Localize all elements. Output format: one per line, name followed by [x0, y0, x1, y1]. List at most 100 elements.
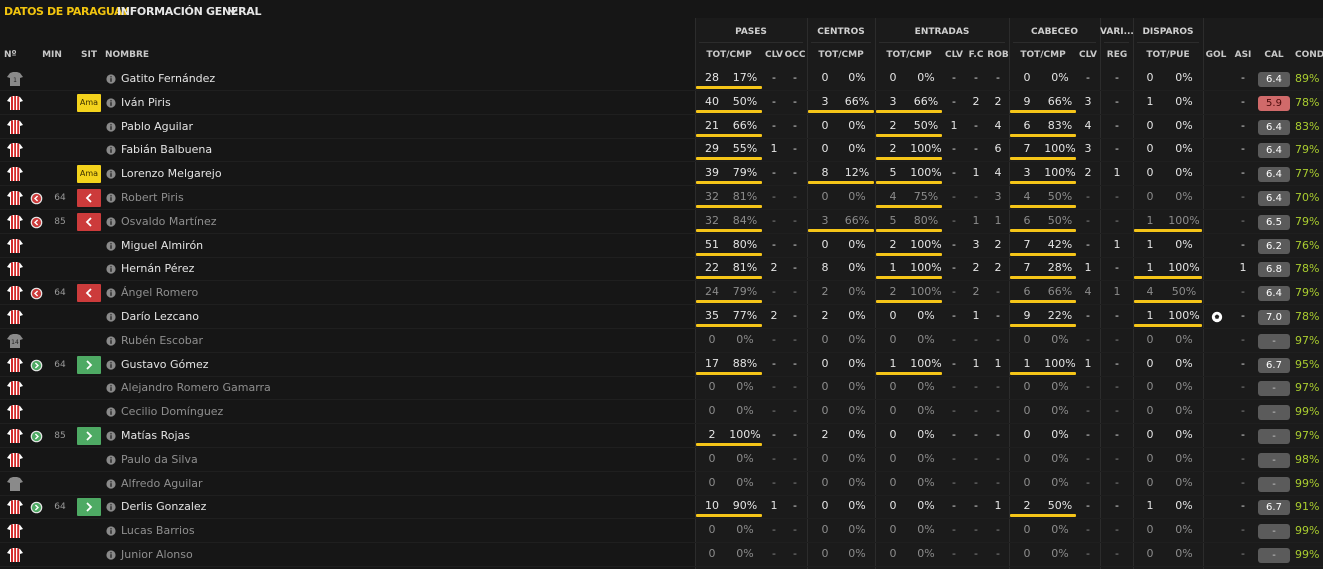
column-header-centros-totcmp[interactable]: TOT/CMP — [818, 50, 864, 60]
player-name-link[interactable]: Gatito Fernández — [121, 72, 216, 85]
headers-total: 7 — [1023, 237, 1031, 251]
group-header-centros[interactable]: CENTROS — [817, 27, 865, 37]
passes-completed-pct: 0% — [736, 332, 754, 346]
player-name-link[interactable]: Rubén Escobar — [121, 333, 204, 347]
tackles-total: 2 — [889, 285, 897, 299]
tackles-completed-pct: 0% — [917, 451, 935, 465]
group-header-pases[interactable]: PASES — [735, 27, 767, 37]
table-row[interactable]: 64 Robert Piris 32 81% - -0 0% 4 75% - -3 4 50% - -0 0%… — [0, 186, 1323, 210]
headers-won-pct: 83% — [1047, 118, 1073, 132]
table-row[interactable]: Alejandro Romero Gamarra 0 0% - -0 0% 0 0% - - -0 0… — [0, 376, 1323, 401]
interceptions: - — [996, 523, 1000, 537]
column-header-asi[interactable]: ASI — [1234, 50, 1252, 60]
goalkeeper-kit-icon: 1 — [7, 72, 23, 86]
player-name-link[interactable]: Ángel Romero — [121, 286, 199, 300]
column-header-cabeceo-totcmp[interactable]: TOT/CMP — [1020, 50, 1066, 60]
column-header-pases-clv[interactable]: CLV — [764, 50, 784, 60]
column-header-cabeceo-clv[interactable]: CLV — [1078, 50, 1098, 60]
player-name-link[interactable]: Miguel Almirón — [121, 238, 204, 252]
column-separator — [1133, 18, 1134, 569]
column-header-nombre[interactable]: NOMBRE — [105, 50, 150, 60]
key-passes: - — [772, 118, 776, 132]
crosses-completed-pct: 0% — [848, 71, 866, 84]
column-header-entradas-clv[interactable]: CLV — [944, 50, 964, 60]
player-name-link[interactable]: Alejandro Romero Gamarra — [121, 381, 271, 395]
player-name-link[interactable]: Paulo da Silva — [121, 452, 198, 466]
column-header-varios-reg[interactable]: REG — [1106, 50, 1128, 60]
fouls-committed: - — [974, 547, 978, 560]
table-row[interactable]: 85 Matías Rojas 2 100% - -2 0% 0 0% - - -0 0% - -0 0% - -… — [0, 424, 1323, 448]
column-header-entradas-fc[interactable]: F.C — [968, 50, 984, 60]
table-row[interactable]: Junior Alonso 0 0% - -0 0% 0 0% - - -0 0% - -0 0% - -99% — [0, 543, 1323, 567]
column-header-gol[interactable]: GOL — [1205, 50, 1227, 60]
shots-on-target-pct: 0% — [1175, 190, 1193, 203]
player-name-link[interactable]: Pablo Aguilar — [121, 119, 193, 133]
passes-bar — [696, 157, 762, 161]
player-name-link[interactable]: Darío Lezcano — [121, 310, 199, 323]
crosses-total: 0 — [821, 237, 829, 251]
table-row[interactable]: Darío Lezcano 35 77% 2-2 0% 0 0% -1-9 22% - -1 100%… — [0, 305, 1323, 329]
key-passes: - — [772, 94, 776, 108]
table-row[interactable]: Hernán Pérez 22 81% 2-8 0% 1 100% -2 2 7 28% 1-1 100… — [0, 257, 1323, 282]
group-header-disparos[interactable]: DISPAROS — [1142, 27, 1194, 37]
table-row[interactable]: Alfredo Aguilar 0 0% - -0 0% 0 0% - - -0 0% - -0 0% - -9… — [0, 472, 1323, 496]
chevron-down-icon[interactable] — [228, 7, 238, 15]
fouls-committed: 2 — [972, 285, 980, 299]
tackles-completed-pct: 75% — [913, 190, 939, 203]
player-name-link[interactable]: Cecilio Domínguez — [121, 405, 224, 419]
column-header-cond[interactable]: CONDI — [1295, 50, 1323, 60]
interceptions: 4 — [994, 166, 1002, 180]
player-name-link[interactable]: Lorenzo Melgarejo — [121, 167, 222, 181]
column-header-entradas-totcmp[interactable]: TOT/CMP — [886, 50, 932, 60]
table-row[interactable]: 85 Osvaldo Martínez 32 84% - -3 66% 5 80% -1 1 6 50%… — [0, 210, 1323, 234]
table-row[interactable]: Miguel Almirón 51 80% - -0 0% 2 100% -3 2 7 42% -1 1 0… — [0, 234, 1323, 258]
column-header-pases-totcmp[interactable]: TOT/CMP — [706, 50, 752, 60]
table-row[interactable]: 1 Gatito Fernández 28 17% - - 0 0% 0 0% - - - 0 0% - - 0 0… — [0, 67, 1323, 91]
condition-value: 99% — [1295, 405, 1320, 419]
column-header-num[interactable]: Nº — [4, 50, 17, 60]
column-header-sit[interactable]: SIT — [81, 50, 97, 60]
player-name-link[interactable]: Derlis Gonzalez — [121, 500, 207, 514]
key-tackles: - — [952, 332, 956, 346]
column-header-min[interactable]: MIN — [42, 50, 62, 60]
group-header-varios[interactable]: VARI... — [1100, 27, 1134, 37]
table-row[interactable]: Lucas Barrios 0 0% - -0 0% 0 0% - - -0 0% - -0 0% - -99% — [0, 519, 1323, 544]
passes-total: 0 — [708, 523, 716, 537]
player-name-link[interactable]: Robert Piris — [121, 191, 184, 204]
table-row[interactable]: Cecilio Domínguez 0 0% - -0 0% 0 0% - - -0 0% - -0 0% -… — [0, 400, 1323, 425]
table-row[interactable]: Ama Lorenzo Melgarejo 39 79% - -8 12% 5 100% -1 4 3… — [0, 162, 1323, 187]
player-name-link[interactable]: Lucas Barrios — [121, 524, 195, 538]
table-row[interactable]: 64 Derlis Gonzalez 10 90% 1-0 0% 0 0% - -1 2 50% - -1… — [0, 495, 1323, 520]
team-stats-title[interactable]: DATOS DE PARAGUAY — [4, 5, 129, 18]
table-row[interactable]: 64 Gustavo Gómez 17 88% - -0 0% 1 100% -1 1 1 100% 1-… — [0, 353, 1323, 377]
key-tackles: - — [952, 190, 956, 203]
player-name-link[interactable]: Osvaldo Martínez — [121, 214, 217, 228]
table-row[interactable]: Ama Iván Piris 40 50% - -3 66% 3 66% -2 2 9 66% 3-1 0%… — [0, 91, 1323, 115]
table-row[interactable]: Paulo da Silva 0 0% - -0 0% 0 0% - - -0 0% - -0 0% - -98… — [0, 448, 1323, 472]
row-divider — [0, 494, 1323, 496]
condition-value: 97% — [1295, 333, 1320, 347]
table-row[interactable]: 14 Rubén Escobar 0 0% - -0 0% 0 0% - - -0 0% - -0 0% - -9… — [0, 329, 1323, 353]
player-name-link[interactable]: Matías Rojas — [121, 429, 190, 442]
passes-total: 0 — [708, 332, 716, 346]
tackles-total: 2 — [889, 237, 897, 251]
player-name-link[interactable]: Fabián Balbuena — [121, 143, 213, 157]
view-selector-dropdown[interactable]: INFORMACIÓN GENERAL — [117, 5, 262, 18]
table-row[interactable]: Pablo Aguilar 21 66% - -0 0% 2 50% 1-4 6 83% 4-0 0% -… — [0, 115, 1323, 139]
column-header-entradas-rob[interactable]: ROB — [987, 50, 1009, 60]
group-header-entradas[interactable]: ENTRADAS — [914, 27, 970, 37]
player-name-link[interactable]: Alfredo Aguilar — [121, 476, 203, 490]
player-name-link[interactable]: Gustavo Gómez — [121, 357, 209, 371]
table-row[interactable]: 64 Ángel Romero 24 79% - -2 0% 2 100% -2-6 66% 4 1 4 5… — [0, 281, 1323, 306]
chances-created: - — [793, 309, 797, 322]
column-header-pases-occ[interactable]: OCC — [784, 50, 806, 60]
subbed-off-icon — [30, 216, 43, 229]
player-name-link[interactable]: Junior Alonso — [121, 548, 193, 561]
player-name-link[interactable]: Iván Piris — [121, 95, 171, 109]
table-row[interactable]: Fabián Balbuena 29 55% 1-0 0% 2 100% - -6 7 100% 3-… — [0, 138, 1323, 163]
column-header-cal[interactable]: CAL — [1264, 50, 1284, 60]
group-header-cabeceo[interactable]: CABECEO — [1031, 27, 1078, 37]
chances-created: - — [793, 261, 797, 275]
column-header-disparos-totpue[interactable]: TOT/PUE — [1146, 50, 1190, 60]
player-name-link[interactable]: Hernán Pérez — [121, 262, 195, 276]
